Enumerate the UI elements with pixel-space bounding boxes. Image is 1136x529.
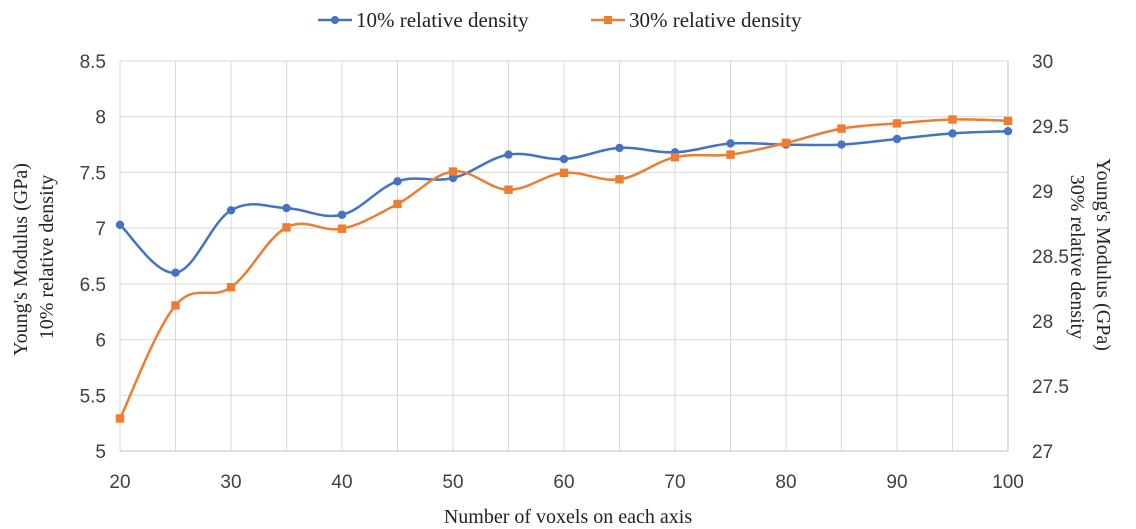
- legend: 10% relative density 30% relative densit…: [318, 8, 802, 32]
- y-axis-title-right-line1: Young's Modulus (GPa): [1092, 158, 1114, 351]
- series-layer: [115, 115, 1013, 423]
- y-tick-label-right: 29.5: [1032, 117, 1069, 138]
- data-point: [559, 168, 569, 177]
- series-30pct: [115, 115, 1013, 423]
- y-tick-label-left: 8.5: [80, 52, 106, 73]
- data-point: [115, 414, 125, 423]
- x-tick-label: 100: [992, 472, 1024, 493]
- y-axis-title-left: Young's Modulus (GPa) 10% relative densi…: [10, 158, 58, 356]
- data-point: [226, 283, 236, 292]
- data-point: [171, 268, 180, 277]
- data-point: [171, 301, 180, 310]
- data-point: [1003, 116, 1013, 125]
- y-tick-label-left: 6: [95, 331, 106, 352]
- data-point: [337, 224, 347, 233]
- data-point: [615, 175, 624, 184]
- data-point: [559, 154, 569, 164]
- data-point: [393, 199, 402, 209]
- data-point: [393, 177, 402, 186]
- data-point: [837, 140, 846, 149]
- data-point: [948, 115, 957, 124]
- data-point: [282, 223, 291, 232]
- y-tick-label-left: 5: [95, 442, 106, 463]
- x-tick-label: 50: [442, 472, 463, 493]
- data-point: [504, 150, 513, 159]
- data-point: [115, 220, 125, 229]
- y-tick-label-right: 28.5: [1032, 247, 1069, 268]
- tick-labels: 5 5.5 6 6.5 7 7.5 8 8.5 27 27.5 28 28.5 29 29.5 30 20 30…: [80, 52, 1069, 493]
- y-axis-title-left-line2: 10% relative density: [36, 175, 58, 339]
- x-tick-label: 30: [220, 472, 241, 493]
- x-tick-label: 90: [886, 472, 907, 493]
- data-point: [781, 138, 791, 148]
- legend-item-10pct: 10% relative density: [318, 8, 529, 32]
- data-point: [615, 143, 624, 153]
- y-tick-label-right: 27.5: [1032, 377, 1069, 398]
- x-tick-label: 40: [331, 472, 352, 493]
- legend-marker-10pct: [331, 16, 339, 24]
- data-point: [337, 210, 347, 219]
- y-tick-label-left: 6.5: [80, 275, 106, 296]
- y-tick-label-left: 5.5: [80, 386, 106, 407]
- data-point: [448, 173, 458, 183]
- data-point: [726, 150, 735, 159]
- y-tick-label-right: 28: [1032, 312, 1053, 333]
- data-point: [448, 167, 458, 176]
- x-tick-label: 70: [664, 472, 685, 493]
- series-line: [119, 129, 1009, 274]
- y-axis-title-right: Young's Modulus (GPa) 30% relative densi…: [1066, 158, 1114, 356]
- legend-label-30pct: 30% relative density: [629, 8, 802, 32]
- data-point: [837, 124, 846, 133]
- data-point: [504, 185, 513, 194]
- data-point: [892, 134, 902, 144]
- data-point: [670, 153, 680, 162]
- y-axis-title-right-line2: 30% relative density: [1066, 175, 1088, 339]
- x-tick-label: 60: [553, 472, 574, 493]
- x-tick-label: 20: [109, 472, 130, 493]
- y-tick-label-right: 29: [1032, 182, 1053, 203]
- y-tick-label-left: 7.5: [80, 163, 106, 184]
- y-tick-label-right: 30: [1032, 52, 1053, 73]
- axis-lines: [120, 61, 1009, 452]
- data-point: [282, 203, 291, 213]
- data-point: [226, 206, 236, 215]
- legend-item-30pct: 30% relative density: [591, 8, 802, 32]
- x-tick-label: 80: [775, 472, 796, 493]
- x-axis-title: Number of voxels on each axis: [444, 506, 692, 528]
- y-tick-label-left: 8: [95, 108, 106, 129]
- legend-label-10pct: 10% relative density: [356, 8, 529, 32]
- gridlines: [119, 60, 1009, 451]
- data-point: [948, 129, 957, 138]
- legend-marker-30pct: [604, 16, 612, 24]
- data-point: [892, 119, 902, 128]
- series-line: [118, 118, 1009, 420]
- y-tick-label-right: 27: [1032, 442, 1053, 463]
- y-tick-label-left: 7: [95, 219, 106, 240]
- y-axis-title-left-line1: Young's Modulus (GPa): [10, 163, 32, 356]
- data-point: [1003, 127, 1013, 136]
- data-point: [726, 139, 735, 148]
